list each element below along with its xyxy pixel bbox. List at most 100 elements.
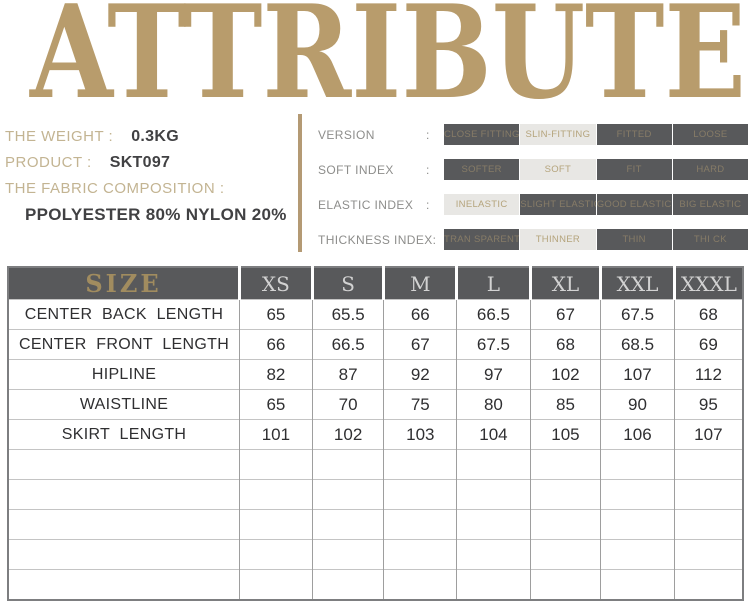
table-row-waistline: WAISTLINE 65 70 75 80 85 90 95 bbox=[8, 389, 743, 420]
cell: 90 bbox=[600, 389, 675, 420]
cell: 68 bbox=[529, 329, 601, 360]
cell: 102 bbox=[311, 419, 384, 450]
cell: 70 bbox=[311, 389, 384, 420]
cell: 95 bbox=[673, 389, 743, 420]
version-colon: : bbox=[426, 127, 430, 142]
cell: 67.5 bbox=[600, 299, 675, 330]
cell: 65.5 bbox=[311, 299, 384, 330]
cell: 69 bbox=[673, 329, 743, 360]
elastic-index-scale: INELASTIC SLIGHT ELASTIC GOOD ELASTIC BI… bbox=[444, 194, 748, 215]
product-label: PRODUCT : bbox=[5, 154, 92, 171]
cell: 66 bbox=[383, 299, 457, 330]
title-banner: ATTRIBUTE bbox=[0, 0, 750, 106]
empty-table-row bbox=[8, 569, 743, 600]
empty-table-row bbox=[8, 479, 743, 510]
col-header-xxl: XXL bbox=[599, 267, 675, 300]
vertical-divider bbox=[298, 114, 302, 252]
attribute-scales-panel: VERSION : CLOSE FITTING SLIN-FITTING FIT… bbox=[310, 106, 750, 258]
cell: 97 bbox=[456, 359, 531, 390]
attribute-row-soft-index: SOFT INDEX : SOFTER SOFT FIT HARD bbox=[318, 159, 748, 180]
soft-index-label: SOFT INDEX bbox=[318, 162, 394, 177]
scale-option: FIT bbox=[596, 159, 672, 180]
version-label: VERSION bbox=[318, 127, 375, 142]
row-label: CENTER BACK LENGTH bbox=[8, 299, 240, 330]
scale-option: LOOSE bbox=[672, 124, 748, 145]
empty-table-row bbox=[8, 509, 743, 540]
elastic-index-label: ELASTIC INDEX bbox=[318, 197, 414, 212]
cell: 106 bbox=[600, 419, 675, 450]
cell: 68 bbox=[673, 299, 743, 330]
cell: 85 bbox=[529, 389, 601, 420]
thickness-index-scale: TRAN SPARENT THINNER THIN THI CK bbox=[444, 229, 748, 250]
cell: 66 bbox=[239, 329, 313, 360]
cell: 87 bbox=[311, 359, 384, 390]
attribute-row-thickness-index: THICKNESS INDEX: TRAN SPARENT THINNER TH… bbox=[318, 229, 748, 250]
scale-option-selected: THINNER bbox=[520, 229, 596, 250]
weight-value: 0.3KG bbox=[131, 128, 179, 145]
scale-option: CLOSE FITTING bbox=[444, 124, 520, 145]
scale-option: TRAN SPARENT bbox=[444, 229, 520, 250]
cell: 112 bbox=[673, 359, 743, 390]
scale-option-selected: INELASTIC bbox=[444, 194, 520, 215]
fabric-composition-value: PPOLYESTER 80% NYLON 20% bbox=[25, 205, 287, 224]
cell: 67 bbox=[529, 299, 601, 330]
cell: 67.5 bbox=[456, 329, 531, 360]
scale-option: GOOD ELASTIC bbox=[596, 194, 672, 215]
size-table: SIZE XS S M L XL XXL XXXL CENTER BACK LE… bbox=[7, 266, 744, 601]
cell: 67 bbox=[383, 329, 457, 360]
cell: 102 bbox=[529, 359, 601, 390]
row-label: CENTER FRONT LENGTH bbox=[8, 329, 240, 360]
table-row-hipline: HIPLINE 82 87 92 97 102 107 112 bbox=[8, 359, 743, 390]
fabric-composition-label: THE FABRIC COMPOSITION : bbox=[5, 180, 225, 197]
cell: 66.5 bbox=[456, 299, 531, 330]
size-table-header-row: SIZE XS S M L XL XXL XXXL bbox=[8, 267, 743, 300]
cell: 103 bbox=[383, 419, 457, 450]
scale-option-selected: SOFT bbox=[520, 159, 596, 180]
scale-option: HARD bbox=[672, 159, 748, 180]
empty-table-row bbox=[8, 449, 743, 480]
page-title: ATTRIBUTE bbox=[29, 0, 746, 106]
title-graphic: ATTRIBUTE bbox=[29, 0, 746, 106]
row-label: HIPLINE bbox=[8, 359, 240, 390]
scale-option: FITTED bbox=[596, 124, 672, 145]
row-label: WAISTLINE bbox=[8, 389, 240, 420]
cell: 105 bbox=[529, 419, 601, 450]
table-row-skirt-length: SKIRT LENGTH 101 102 103 104 105 106 107 bbox=[8, 419, 743, 450]
scale-option: BIG ELASTIC bbox=[672, 194, 748, 215]
scale-option: THI CK bbox=[672, 229, 748, 250]
cell: 107 bbox=[600, 359, 675, 390]
cell: 65 bbox=[239, 389, 313, 420]
cell: 66.5 bbox=[311, 329, 384, 360]
col-header-xs: XS bbox=[238, 267, 313, 300]
elastic-index-colon: : bbox=[426, 197, 430, 212]
scale-option-selected: SLIN-FITTING bbox=[520, 124, 596, 145]
scale-option: SLIGHT ELASTIC bbox=[520, 194, 596, 215]
col-header-l: L bbox=[455, 267, 531, 300]
row-label: SKIRT LENGTH bbox=[8, 419, 240, 450]
cell: 104 bbox=[456, 419, 531, 450]
cell: 80 bbox=[456, 389, 531, 420]
cell: 107 bbox=[673, 419, 743, 450]
thickness-index-label: THICKNESS INDEX: bbox=[318, 232, 437, 247]
cell: 92 bbox=[383, 359, 457, 390]
attribute-row-version: VERSION : CLOSE FITTING SLIN-FITTING FIT… bbox=[318, 124, 748, 145]
scale-option: SOFTER bbox=[444, 159, 520, 180]
info-section: THE WEIGHT : 0.3KG PRODUCT : SKT097 THE FA… bbox=[0, 106, 750, 258]
cell: 82 bbox=[239, 359, 313, 390]
cell: 65 bbox=[239, 299, 313, 330]
fabric-value-line: PPOLYESTER 80% NYLON 20% bbox=[5, 206, 298, 225]
scale-option: THIN bbox=[596, 229, 672, 250]
col-header-xl: XL bbox=[528, 267, 601, 300]
col-header-m: M bbox=[382, 267, 457, 300]
cell: 68.5 bbox=[600, 329, 675, 360]
fabric-label-line: THE FABRIC COMPOSITION : bbox=[5, 180, 298, 198]
cell: 101 bbox=[239, 419, 313, 450]
col-header-s: S bbox=[310, 267, 384, 300]
table-row-center-front-length: CENTER FRONT LENGTH 66 66.5 67 67.5 68 6… bbox=[8, 329, 743, 360]
size-header: SIZE bbox=[8, 267, 240, 300]
version-scale: CLOSE FITTING SLIN-FITTING FITTED LOOSE bbox=[444, 124, 748, 145]
product-code-value: SKT097 bbox=[109, 154, 171, 171]
table-row-center-back-length: CENTER BACK LENGTH 65 65.5 66 66.5 67 67… bbox=[8, 299, 743, 330]
soft-index-colon: : bbox=[426, 162, 430, 177]
